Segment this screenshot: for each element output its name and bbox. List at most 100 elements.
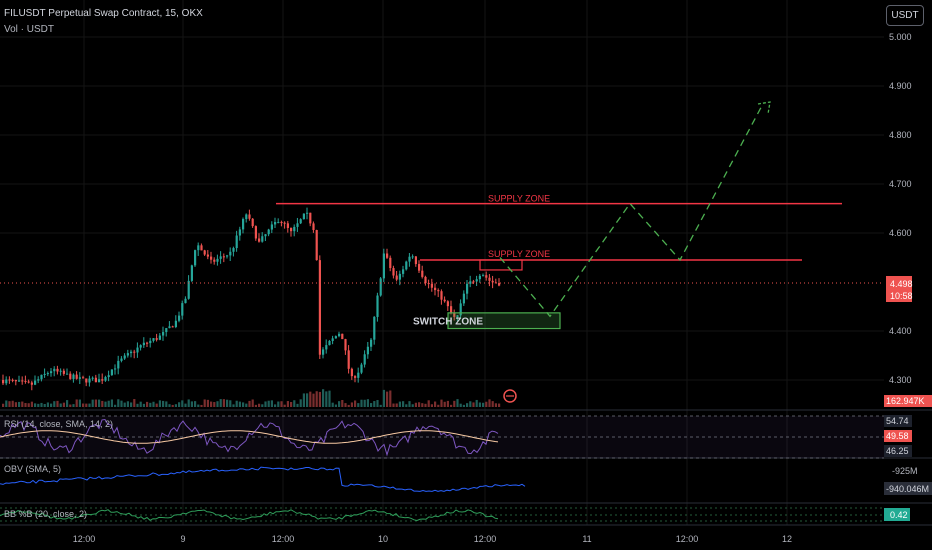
- volume-bar: [280, 401, 283, 407]
- candle-body: [46, 373, 49, 375]
- obv-pane: -925M -940.046M: [0, 466, 932, 495]
- volume-bar: [392, 403, 395, 407]
- candle-body: [232, 248, 235, 252]
- price-countdown: 10:58: [890, 291, 913, 301]
- volume-bars: [2, 389, 501, 407]
- time-tick-label: 10: [378, 534, 388, 544]
- candle-body: [14, 380, 17, 382]
- volume-bar: [78, 399, 81, 407]
- volume-bar: [178, 402, 181, 407]
- candle-body: [270, 224, 273, 230]
- obv-value: -940.046M: [886, 484, 929, 494]
- candle-body: [24, 380, 27, 382]
- candle-body: [267, 229, 270, 235]
- rsi-ma-line: [0, 430, 499, 444]
- volume-bar: [203, 399, 206, 407]
- volume-bar: [126, 401, 129, 407]
- volume-bar: [450, 404, 453, 407]
- volume-bar: [34, 403, 37, 407]
- candle-body: [264, 234, 267, 237]
- candle-body: [280, 221, 283, 223]
- chart-title: FILUSDT Perpetual Swap Contract, 15, OKX: [4, 8, 203, 19]
- zone-annotations: SUPPLY ZONE SUPPLY ZONE SWITCH ZONE: [276, 194, 842, 330]
- candle-body: [328, 340, 331, 346]
- candle-body: [446, 301, 449, 307]
- volume-bar: [331, 402, 334, 407]
- candle-body: [491, 280, 494, 283]
- volume-bar: [21, 401, 24, 407]
- candle-body: [152, 338, 155, 341]
- rsi-pane: 54.74 49.58 46.25: [0, 415, 912, 459]
- candle-body: [110, 369, 113, 376]
- volume-bar: [168, 404, 171, 407]
- candle-body: [450, 306, 453, 313]
- volume-bar: [149, 402, 152, 407]
- candle-body: [331, 338, 334, 341]
- candle-body: [302, 213, 305, 220]
- volume-bar: [72, 404, 75, 407]
- candle-body: [472, 281, 475, 283]
- currency-button[interactable]: USDT: [886, 5, 924, 26]
- volume-bar: [318, 391, 321, 407]
- rsi-band: [0, 416, 884, 458]
- volume-bar: [107, 400, 110, 407]
- candle-body: [373, 316, 376, 340]
- candle-body: [27, 381, 30, 383]
- candle-body: [235, 235, 238, 249]
- candle-body: [43, 373, 46, 375]
- obv-value-badge: [884, 482, 932, 495]
- candle-body: [254, 226, 257, 239]
- candle-body: [299, 219, 302, 224]
- volume-bar: [197, 404, 200, 407]
- volume-bar: [194, 401, 197, 407]
- volume-bar: [210, 401, 213, 407]
- candle-body: [443, 299, 446, 302]
- candle-body: [37, 379, 40, 381]
- volume-bar: [146, 401, 149, 407]
- volume-bar: [11, 400, 14, 407]
- candle-body: [286, 223, 289, 228]
- volume-bar: [139, 401, 142, 407]
- volume-bar: [50, 403, 53, 407]
- candle-body: [354, 376, 357, 378]
- volume-bar: [165, 401, 168, 407]
- volume-bar: [341, 399, 344, 407]
- candle-body: [114, 368, 117, 370]
- volume-bar: [382, 389, 385, 407]
- volume-bar: [277, 401, 280, 407]
- candle-body: [91, 377, 94, 379]
- candle-body: [229, 251, 232, 256]
- volume-label: Vol · USDT: [4, 24, 55, 35]
- candle-body: [82, 377, 85, 379]
- candle-body: [434, 287, 437, 291]
- volume-bar: [104, 401, 107, 407]
- volume-bar: [91, 399, 94, 407]
- volume-bar: [299, 399, 302, 407]
- candle-body: [245, 214, 248, 220]
- candle-body: [187, 280, 190, 299]
- candle-body: [424, 276, 427, 284]
- volume-bar: [302, 393, 305, 407]
- price-tick-label: 4.700: [889, 179, 912, 189]
- volume-bar: [187, 399, 190, 407]
- candle-body: [251, 218, 254, 227]
- candle-body: [123, 355, 126, 359]
- volume-bar: [459, 403, 462, 407]
- volume-bar: [315, 391, 318, 407]
- time-tick-label: 11: [582, 534, 591, 544]
- candle-body: [133, 351, 136, 353]
- candle-body: [389, 257, 392, 269]
- candle-body: [312, 223, 315, 231]
- candle-body: [363, 354, 366, 365]
- volume-bar: [290, 401, 293, 407]
- volume-bar: [424, 403, 427, 407]
- time-tick-label: 12:00: [73, 534, 96, 544]
- volume-bar: [363, 399, 366, 407]
- volume-bar: [395, 403, 398, 407]
- candle-body: [357, 372, 360, 378]
- volume-bar: [251, 399, 254, 407]
- volume-bar: [206, 399, 209, 407]
- volume-bar: [94, 399, 97, 407]
- candle-body: [376, 295, 379, 317]
